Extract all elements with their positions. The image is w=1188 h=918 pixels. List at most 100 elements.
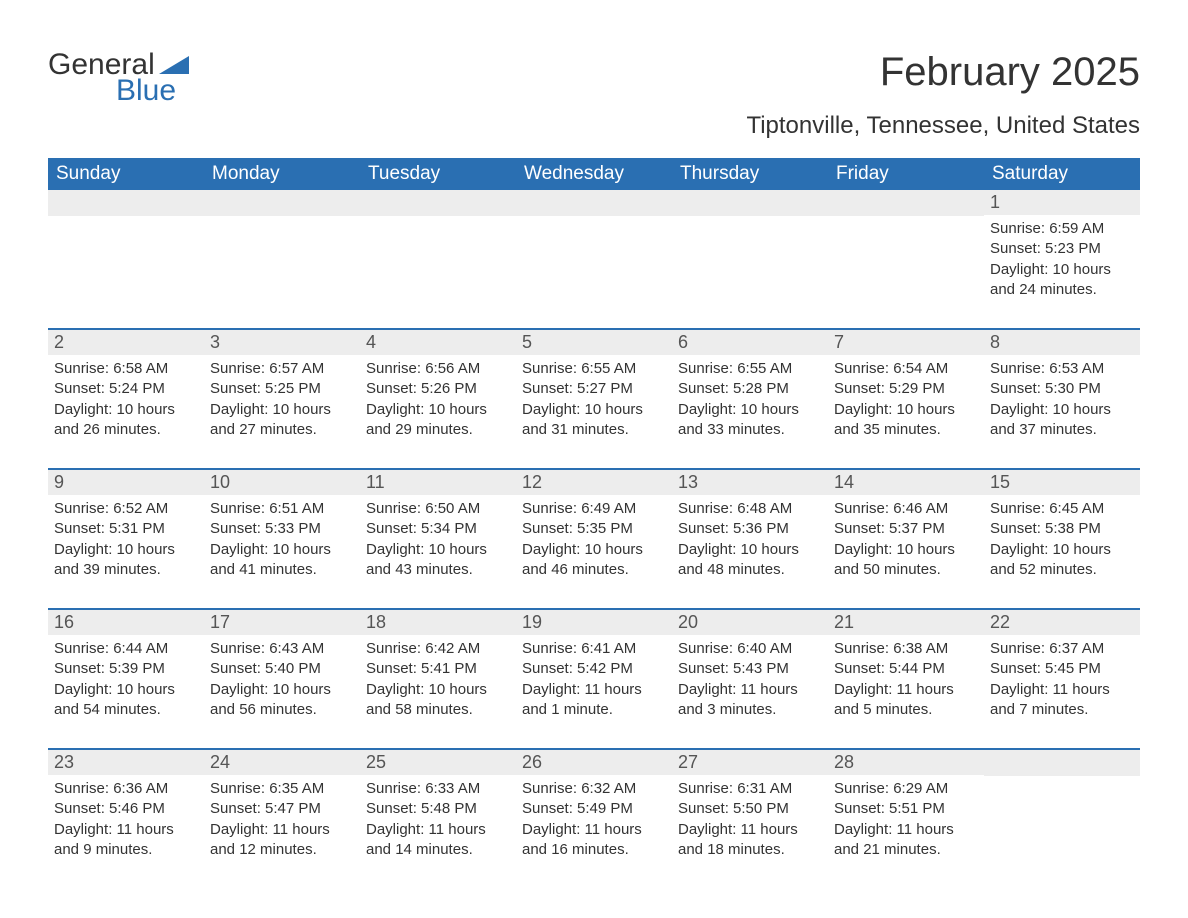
day-cell: 27 Sunrise: 6:31 AMSunset: 5:50 PMDayligh…: [672, 750, 828, 870]
day-cell: 15Sunrise: 6:45 AMSunset: 5:38 PMDayligh…: [984, 470, 1140, 590]
day-number: 20: [672, 610, 828, 635]
day-info: Sunrise: 6:33 AMSunset: 5:48 PMDaylight:…: [364, 779, 512, 860]
day-info: Sunrise: 6:43 AMSunset: 5:40 PMDaylight:…: [208, 639, 356, 720]
daylight-text: Daylight: 11 hours and 9 minutes.: [54, 820, 198, 861]
daylight-text: Daylight: 10 hours and 43 minutes.: [366, 540, 510, 581]
day-info: Sunrise: 6:31 AMSunset: 5:50 PMDaylight:…: [676, 779, 824, 860]
daylight-text: Daylight: 11 hours and 5 minutes.: [834, 680, 978, 721]
day-number: 17: [204, 610, 360, 635]
daylight-text: Daylight: 11 hours and 7 minutes.: [990, 680, 1134, 721]
day-header-mon: Monday: [204, 158, 360, 190]
day-info: Sunrise: 6:37 AMSunset: 5:45 PMDaylight:…: [988, 639, 1136, 720]
day-number: [672, 190, 828, 216]
sunset-text: Sunset: 5:29 PM: [834, 379, 978, 399]
day-number: [516, 190, 672, 216]
day-number: 27: [672, 750, 828, 775]
sunrise-text: Sunrise: 6:40 AM: [678, 639, 822, 659]
day-number: 13: [672, 470, 828, 495]
daylight-text: Daylight: 11 hours and 14 minutes.: [366, 820, 510, 861]
sunset-text: Sunset: 5:30 PM: [990, 379, 1134, 399]
sunset-text: Sunset: 5:27 PM: [522, 379, 666, 399]
week-row: 16Sunrise: 6:44 AMSunset: 5:39 PMDayligh…: [48, 608, 1140, 730]
day-cell: 17 Sunrise: 6:43 AMSunset: 5:40 PMDayligh…: [204, 610, 360, 730]
sunset-text: Sunset: 5:37 PM: [834, 519, 978, 539]
sunrise-text: Sunrise: 6:56 AM: [366, 359, 510, 379]
day-info: Sunrise: 6:41 AMSunset: 5:42 PMDaylight:…: [520, 639, 668, 720]
day-number: [48, 190, 204, 216]
day-header-wed: Wednesday: [516, 158, 672, 190]
day-number: 3: [204, 330, 360, 355]
sunrise-text: Sunrise: 6:44 AM: [54, 639, 198, 659]
day-number: 16: [48, 610, 204, 635]
day-cell: 1Sunrise: 6:59 AMSunset: 5:23 PMDaylight…: [984, 190, 1140, 310]
day-info: Sunrise: 6:58 AMSunset: 5:24 PMDaylight:…: [52, 359, 200, 440]
daylight-text: Daylight: 10 hours and 33 minutes.: [678, 400, 822, 441]
page-title: February 2025: [880, 50, 1140, 95]
daylight-text: Daylight: 11 hours and 1 minute.: [522, 680, 666, 721]
day-cell: [360, 190, 516, 310]
day-info: Sunrise: 6:56 AMSunset: 5:26 PMDaylight:…: [364, 359, 512, 440]
week-row: 2 Sunrise: 6:58 AMSunset: 5:24 PMDaylight…: [48, 328, 1140, 450]
day-info: Sunrise: 6:32 AMSunset: 5:49 PMDaylight:…: [520, 779, 668, 860]
sunrise-text: Sunrise: 6:42 AM: [366, 639, 510, 659]
day-cell: [828, 190, 984, 310]
sunrise-text: Sunrise: 6:32 AM: [522, 779, 666, 799]
day-info: Sunrise: 6:46 AMSunset: 5:37 PMDaylight:…: [832, 499, 980, 580]
day-cell: 18Sunrise: 6:42 AMSunset: 5:41 PMDayligh…: [360, 610, 516, 730]
day-number: 19: [516, 610, 672, 635]
day-cell: 26Sunrise: 6:32 AMSunset: 5:49 PMDayligh…: [516, 750, 672, 870]
sunset-text: Sunset: 5:47 PM: [210, 799, 354, 819]
sunset-text: Sunset: 5:43 PM: [678, 659, 822, 679]
week-row: 23Sunrise: 6:36 AMSunset: 5:46 PMDayligh…: [48, 748, 1140, 870]
day-info: Sunrise: 6:52 AMSunset: 5:31 PMDaylight:…: [52, 499, 200, 580]
day-number: 7: [828, 330, 984, 355]
day-number: 12: [516, 470, 672, 495]
sunrise-text: Sunrise: 6:37 AM: [990, 639, 1134, 659]
day-cell: 28Sunrise: 6:29 AMSunset: 5:51 PMDayligh…: [828, 750, 984, 870]
sunset-text: Sunset: 5:41 PM: [366, 659, 510, 679]
sunrise-text: Sunrise: 6:51 AM: [210, 499, 354, 519]
sunrise-text: Sunrise: 6:55 AM: [522, 359, 666, 379]
day-number: 22: [984, 610, 1140, 635]
day-number: 25: [360, 750, 516, 775]
location-subtitle: Tiptonville, Tennessee, United States: [48, 112, 1140, 140]
day-cell: 19 Sunrise: 6:41 AMSunset: 5:42 PMDayligh…: [516, 610, 672, 730]
day-info: Sunrise: 6:42 AMSunset: 5:41 PMDaylight:…: [364, 639, 512, 720]
daylight-text: Daylight: 10 hours and 46 minutes.: [522, 540, 666, 581]
day-cell: 20 Sunrise: 6:40 AMSunset: 5:43 PMDayligh…: [672, 610, 828, 730]
day-number: 23: [48, 750, 204, 775]
flag-icon: [159, 56, 189, 74]
week-row: 1Sunrise: 6:59 AMSunset: 5:23 PMDaylight…: [48, 190, 1140, 310]
day-number: [828, 190, 984, 216]
sunrise-text: Sunrise: 6:54 AM: [834, 359, 978, 379]
sunrise-text: Sunrise: 6:41 AM: [522, 639, 666, 659]
day-header-fri: Friday: [828, 158, 984, 190]
daylight-text: Daylight: 10 hours and 27 minutes.: [210, 400, 354, 441]
daylight-text: Daylight: 11 hours and 3 minutes.: [678, 680, 822, 721]
sunset-text: Sunset: 5:40 PM: [210, 659, 354, 679]
sunrise-text: Sunrise: 6:59 AM: [990, 219, 1134, 239]
day-number: 15: [984, 470, 1140, 495]
day-info: Sunrise: 6:50 AMSunset: 5:34 PMDaylight:…: [364, 499, 512, 580]
day-number: 2: [48, 330, 204, 355]
day-number: 10: [204, 470, 360, 495]
day-number: 6: [672, 330, 828, 355]
day-info: Sunrise: 6:55 AMSunset: 5:27 PMDaylight:…: [520, 359, 668, 440]
sunrise-text: Sunrise: 6:29 AM: [834, 779, 978, 799]
day-number: 28: [828, 750, 984, 775]
sunrise-text: Sunrise: 6:43 AM: [210, 639, 354, 659]
day-cell: 8Sunrise: 6:53 AMSunset: 5:30 PMDaylight…: [984, 330, 1140, 450]
weeks-container: 1Sunrise: 6:59 AMSunset: 5:23 PMDaylight…: [48, 190, 1140, 870]
day-number: 14: [828, 470, 984, 495]
day-info: Sunrise: 6:59 AMSunset: 5:23 PMDaylight:…: [988, 219, 1136, 300]
sunrise-text: Sunrise: 6:46 AM: [834, 499, 978, 519]
daylight-text: Daylight: 10 hours and 48 minutes.: [678, 540, 822, 581]
day-info: Sunrise: 6:54 AMSunset: 5:29 PMDaylight:…: [832, 359, 980, 440]
daylight-text: Daylight: 10 hours and 58 minutes.: [366, 680, 510, 721]
day-cell: [672, 190, 828, 310]
day-info: Sunrise: 6:49 AMSunset: 5:35 PMDaylight:…: [520, 499, 668, 580]
day-cell: [48, 190, 204, 310]
daylight-text: Daylight: 10 hours and 37 minutes.: [990, 400, 1134, 441]
sunrise-text: Sunrise: 6:50 AM: [366, 499, 510, 519]
day-header-row: Sunday Monday Tuesday Wednesday Thursday…: [48, 158, 1140, 190]
